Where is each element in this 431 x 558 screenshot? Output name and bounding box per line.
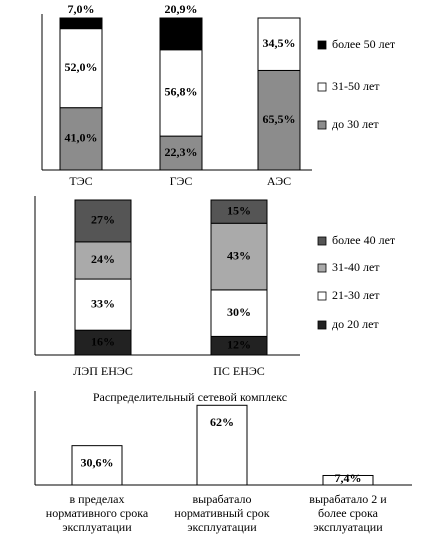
legend-label: 31-40 лет: [332, 260, 380, 274]
legend-label: до 20 лет: [332, 317, 379, 331]
bar: [322, 474, 374, 486]
value-label: 24%: [91, 252, 115, 266]
legend-swatch: [317, 263, 327, 273]
value-label: 41,0%: [65, 131, 98, 145]
label-line: эксплуатации: [187, 520, 257, 534]
bar-segment: [159, 49, 203, 137]
bar-segment: [74, 241, 132, 280]
bar: [196, 404, 248, 486]
bar-segment: [74, 278, 132, 331]
value-label: 7,4%: [335, 471, 362, 485]
legend-label: 21-30 лет: [332, 288, 380, 302]
legend-swatch: [317, 40, 327, 50]
bar-segment: [210, 222, 268, 291]
label-line: эксплуатации: [62, 520, 132, 534]
legend-swatch: [317, 236, 327, 246]
label-line: нормативный срок: [174, 506, 269, 520]
value-label: 7,0%: [68, 2, 95, 16]
bar-segment: [210, 199, 268, 224]
bar-segment: [210, 289, 268, 337]
value-label: 22,3%: [165, 145, 198, 159]
legend-swatch: [317, 291, 327, 301]
label-line: нормативного срока: [46, 506, 149, 520]
x-tick-label: АЭС: [267, 174, 291, 188]
value-label: 15%: [227, 203, 251, 217]
bar-segment: [257, 69, 301, 171]
label-line: эксплуатации: [313, 520, 383, 534]
bar-segment: [59, 17, 103, 30]
value-label: 52,0%: [65, 60, 98, 74]
label-line: в пределах: [69, 492, 124, 506]
value-label: 30%: [227, 305, 251, 319]
legend-label: до 30 лет: [332, 117, 379, 131]
x-tick-label: ЛЭП ЕНЭС: [73, 364, 133, 378]
value-label: 65,5%: [263, 112, 296, 126]
value-label: 30,6%: [81, 455, 114, 469]
bar-segment: [74, 329, 132, 356]
value-label: 27%: [91, 213, 115, 227]
x-tick-label: ПС ЕНЭС: [213, 364, 265, 378]
value-label: 16%: [91, 334, 115, 348]
label-line: более срока: [318, 506, 379, 520]
legend-swatch: [317, 82, 327, 92]
value-label: 56,8%: [165, 85, 198, 99]
value-label: 33%: [91, 296, 115, 310]
value-label: 34,5%: [263, 36, 296, 50]
value-label: 20,9%: [165, 2, 198, 16]
value-label: 43%: [227, 248, 251, 262]
x-tick-label: вырабатало 2 и более срока эксплуатации: [309, 492, 387, 534]
legend-label: более 50 лет: [332, 37, 396, 51]
x-tick-label: ГЭС: [170, 174, 193, 188]
bar-segment: [59, 107, 103, 171]
x-tick-label: ТЭС: [69, 174, 92, 188]
x-tick-label: в пределах нормативного срока эксплуатации: [46, 492, 149, 534]
bar-segment: [74, 199, 132, 243]
bar-segment: [159, 17, 203, 51]
legend-swatch: [317, 320, 327, 330]
legend-label: 31-50 лет: [332, 79, 380, 93]
label-line: вырабатало 2 и: [309, 492, 387, 506]
legend-label: более 40 лет: [332, 233, 396, 247]
bar-segment: [257, 17, 301, 71]
legend-swatch: [317, 120, 327, 130]
value-label: 62%: [210, 415, 234, 429]
x-tick-label: вырабатало нормативный срок эксплуатации: [174, 492, 269, 534]
chart-title: Распределительный сетевой комплекс: [93, 390, 287, 404]
label-line: вырабатало: [193, 492, 252, 506]
bar-segment: [159, 135, 203, 171]
value-label: 12%: [227, 337, 251, 351]
bar: [71, 445, 123, 486]
